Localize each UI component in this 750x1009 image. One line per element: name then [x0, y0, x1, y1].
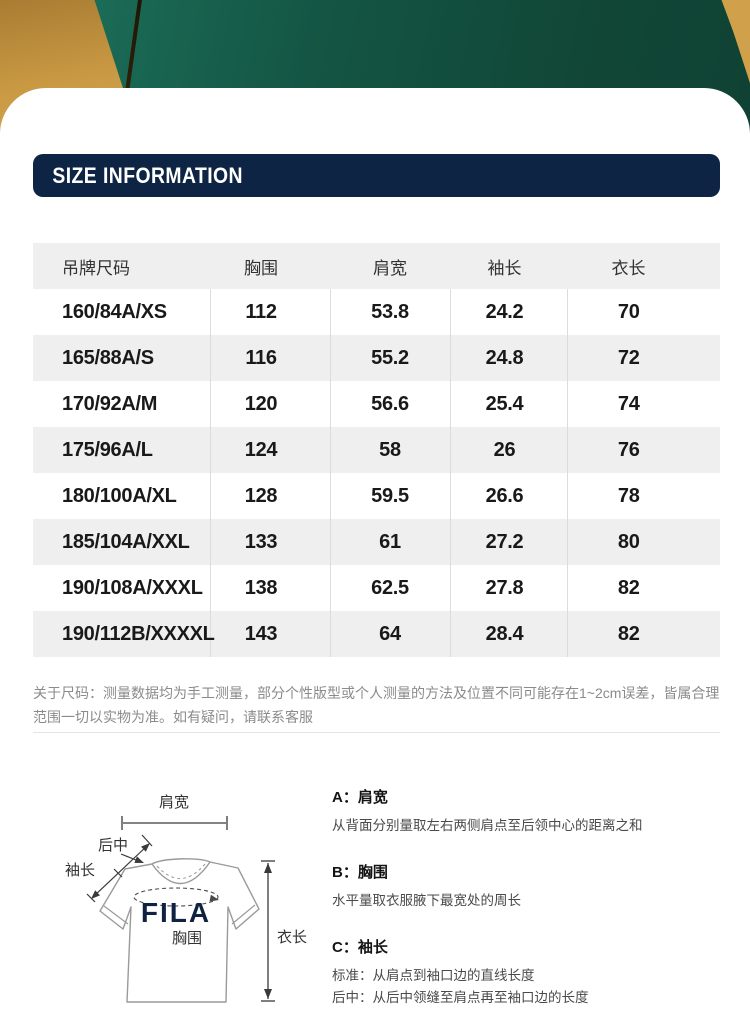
length-cell: 70 — [566, 289, 720, 335]
divider — [33, 732, 720, 733]
fila-logo: FILA — [141, 897, 211, 928]
sleeve-arrowhead-top — [141, 843, 150, 852]
table-row: 175/96A/L 124 58 26 76 — [33, 427, 720, 473]
length-cell: 72 — [566, 335, 720, 381]
legend-desc: 标准：从肩点到袖口边的直线长度 — [332, 968, 535, 983]
col-header-chest: 胸围 — [210, 243, 330, 289]
sleeve-dim-line — [92, 844, 149, 898]
chest-cell: 128 — [209, 473, 330, 519]
shoulder-cell: 62.5 — [329, 565, 450, 611]
length-cell: 76 — [566, 427, 720, 473]
table-row: 160/84A/XS 112 53.8 24.2 70 — [33, 289, 720, 335]
right-cuff-band — [231, 904, 256, 925]
sleeve-cell: 25.4 — [449, 381, 567, 427]
section-header-bar: SIZE INFORMATION — [33, 154, 720, 197]
chest-cell: 112 — [209, 289, 330, 335]
table-row: 180/100A/XL 128 59.5 26.6 78 — [33, 473, 720, 519]
col-header-length: 衣长 — [567, 243, 720, 289]
size-info-card: SIZE INFORMATION 吊牌尺码 胸围 肩宽 袖长 衣长 160/84… — [0, 88, 750, 1009]
chest-cell: 116 — [209, 335, 330, 381]
table-row: 170/92A/M 120 56.6 25.4 74 — [33, 381, 720, 427]
measurement-legend: A：肩宽 从背面分别量取左右两侧肩点至后领中心的距离之和 B：胸围 水平量取衣服… — [332, 786, 732, 1009]
collar-outer — [151, 861, 211, 885]
length-cell: 80 — [566, 519, 720, 565]
col-header-shoulder: 肩宽 — [330, 243, 450, 289]
sleeve-cell: 27.2 — [449, 519, 567, 565]
shoulder-cell: 61 — [329, 519, 450, 565]
legend-title: C：袖长 — [332, 939, 388, 956]
chest-cell: 120 — [209, 381, 330, 427]
length-arrowhead-top — [264, 863, 272, 873]
table-row: 190/112B/XXXXL 143 64 28.4 82 — [33, 611, 720, 657]
sleeve-cell: 27.8 — [449, 565, 567, 611]
sleeve-end-tick — [86, 893, 96, 903]
size-cell: 160/84A/XS — [62, 300, 167, 323]
length-cell: 82 — [566, 565, 720, 611]
shoulder-cell: 55.2 — [329, 335, 450, 381]
sleeve-label: 袖长 — [65, 862, 95, 879]
chest-cell: 143 — [209, 611, 330, 657]
size-cell: 190/112B/XXXXL — [33, 611, 215, 657]
size-cell: 165/88A/S — [33, 335, 210, 381]
back-center-tick — [141, 834, 153, 847]
legend-item-sleeve: C：袖长 标准：从肩点到袖口边的直线长度 后中：从后中领缝至肩点再至袖口边的长度 — [332, 936, 732, 1009]
section-title: SIZE INFORMATION — [52, 162, 243, 188]
length-cell: 74 — [566, 381, 720, 427]
legend-title: A：肩宽 — [332, 789, 388, 806]
size-cell: 170/92A/M — [62, 392, 158, 415]
size-disclaimer-note: 关于尺码：测量数据均为手工测量，部分个性版型或个人测量的方法及位置不同可能存在1… — [33, 685, 720, 725]
left-cuff-band — [103, 905, 129, 925]
sleeve-cell: 28.4 — [449, 611, 567, 657]
shoulder-cell: 56.6 — [329, 381, 450, 427]
chest-cell: 138 — [209, 565, 330, 611]
chest-arrowhead — [209, 894, 219, 902]
legend-title: B：胸围 — [332, 864, 388, 881]
shoulder-cell: 53.8 — [329, 289, 450, 335]
shoulder-cell: 64 — [329, 611, 450, 657]
chest-cell: 133 — [209, 519, 330, 565]
shoulder-cell: 58 — [329, 427, 450, 473]
sleeve-cell: 26.6 — [449, 473, 567, 519]
length-arrowhead-bottom — [264, 989, 272, 999]
tshirt-outline — [99, 858, 260, 1003]
length-cell: 78 — [566, 473, 720, 519]
tshirt-measurement-diagram: FILA 胸围 肩宽 后中 袖长 衣长 — [65, 794, 307, 1003]
chest-girth-dashed-line — [133, 887, 219, 907]
chest-label: 胸围 — [172, 930, 202, 947]
shoulder-label: 肩宽 — [159, 794, 189, 811]
table-row: 185/104A/XXL 133 61 27.2 80 — [33, 519, 720, 565]
table-row: 190/108A/XXXL 138 62.5 27.8 82 — [33, 565, 720, 611]
chest-cell: 124 — [209, 427, 330, 473]
size-cell: 175/96A/L — [33, 427, 210, 473]
legend-item-shoulder: A：肩宽 从背面分别量取左右两侧肩点至后领中心的距离之和 — [332, 786, 732, 837]
collar-inner-stitch — [156, 863, 206, 879]
legend-desc: 从背面分别量取左右两侧肩点至后领中心的距离之和 — [332, 818, 643, 833]
back-center-label: 后中 — [98, 837, 128, 854]
size-cell: 190/108A/XXXL — [62, 576, 203, 599]
back-center-arrowhead — [134, 856, 144, 863]
size-table: 吊牌尺码 胸围 肩宽 袖长 衣长 160/84A/XS 112 53.8 24.… — [33, 243, 720, 657]
length-label: 衣长 — [277, 929, 307, 946]
length-cell: 82 — [566, 611, 720, 657]
col-header-sleeve: 袖长 — [450, 243, 567, 289]
size-cell: 185/104A/XXL — [33, 519, 210, 565]
col-header-size: 吊牌尺码 — [33, 243, 210, 289]
size-cell: 180/100A/XL — [62, 484, 177, 507]
sleeve-arrowhead-bottom — [91, 890, 100, 899]
sleeve-cell: 24.2 — [449, 289, 567, 335]
sleeve-cell: 24.8 — [449, 335, 567, 381]
legend-desc: 后中：从后中领缝至肩点再至袖口边的长度 — [332, 990, 589, 1005]
legend-item-chest: B：胸围 水平量取衣服腋下最宽处的周长 — [332, 861, 732, 912]
table-header-row: 吊牌尺码 胸围 肩宽 袖长 衣长 — [33, 243, 720, 289]
shoulder-cell: 59.5 — [329, 473, 450, 519]
sleeve-cell: 26 — [449, 427, 567, 473]
legend-desc: 水平量取衣服腋下最宽处的周长 — [332, 893, 521, 908]
table-row: 165/88A/S 116 55.2 24.8 72 — [33, 335, 720, 381]
sleeve-mid-tick — [113, 868, 123, 878]
